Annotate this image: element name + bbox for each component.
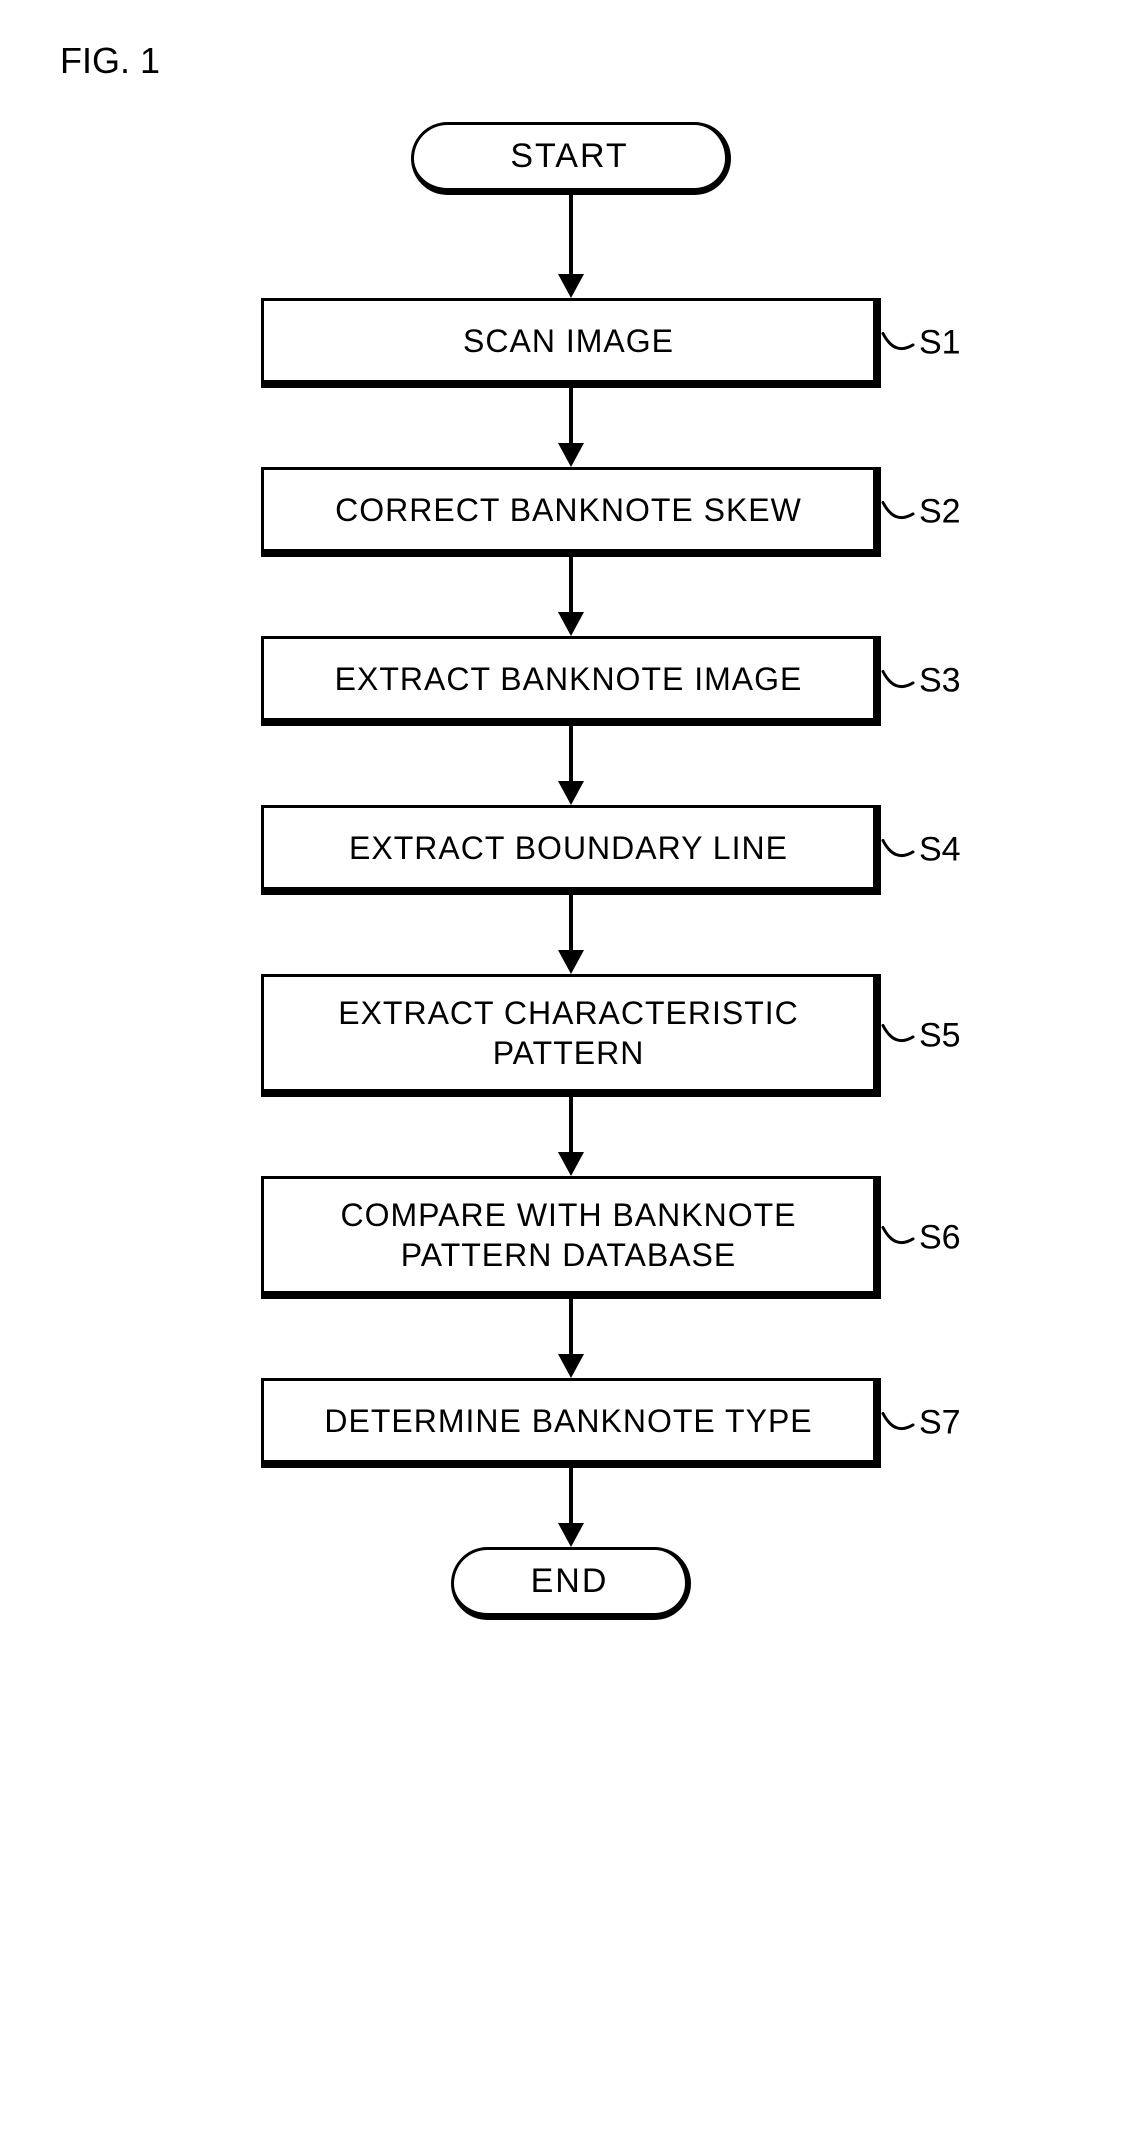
process-step-text: EXTRACT BANKNOTE IMAGE <box>335 659 803 699</box>
step-label: S5 <box>881 1016 961 1055</box>
step-label: S3 <box>881 662 961 701</box>
step-label: S2 <box>881 493 961 532</box>
process-step-text: DETERMINE BANKNOTE TYPE <box>324 1401 812 1441</box>
flow-arrow <box>558 895 584 974</box>
process-step-text: EXTRACT CHARACTERISTIC PATTERN <box>284 993 853 1073</box>
process-step: EXTRACT BANKNOTE IMAGE <box>261 636 881 726</box>
step-label-text: S5 <box>919 1016 961 1055</box>
flowchart-container: START SCAN IMAGE S1 CORRECT BANKNOTE SKEW S2… <box>60 122 1082 1620</box>
step-label-text: S7 <box>919 1404 961 1443</box>
figure-label: FIG. 1 <box>60 40 1082 82</box>
process-step: EXTRACT CHARACTERISTIC PATTERN <box>261 974 881 1097</box>
step-label: S1 <box>881 324 961 363</box>
flow-arrow <box>558 195 584 298</box>
step-label-text: S3 <box>919 662 961 701</box>
terminator-end: END <box>451 1547 691 1620</box>
process-step: SCAN IMAGE <box>261 298 881 388</box>
process-step-text: CORRECT BANKNOTE SKEW <box>335 490 802 530</box>
step-label-text: S1 <box>919 324 961 363</box>
step-label-text: S4 <box>919 831 961 870</box>
step-label: S7 <box>881 1404 961 1443</box>
step-label-text: S6 <box>919 1218 961 1257</box>
flow-arrow <box>558 1097 584 1176</box>
process-step: CORRECT BANKNOTE SKEW <box>261 467 881 557</box>
process-step-text: EXTRACT BOUNDARY LINE <box>349 828 788 868</box>
process-step: DETERMINE BANKNOTE TYPE <box>261 1378 881 1468</box>
flow-arrow <box>558 726 584 805</box>
process-step: EXTRACT BOUNDARY LINE <box>261 805 881 895</box>
process-step: COMPARE WITH BANKNOTE PATTERN DATABASE <box>261 1176 881 1299</box>
flow-arrow <box>558 1468 584 1547</box>
flow-arrow <box>558 388 584 467</box>
step-label: S6 <box>881 1218 961 1257</box>
flow-arrow <box>558 1299 584 1378</box>
process-step-text: SCAN IMAGE <box>463 321 674 361</box>
terminator-start: START <box>411 122 731 195</box>
step-label: S4 <box>881 831 961 870</box>
process-step-text: COMPARE WITH BANKNOTE PATTERN DATABASE <box>284 1195 853 1275</box>
flow-arrow <box>558 557 584 636</box>
step-label-text: S2 <box>919 493 961 532</box>
